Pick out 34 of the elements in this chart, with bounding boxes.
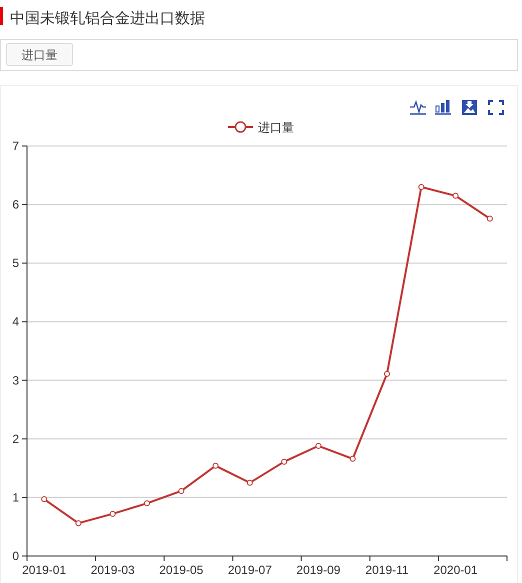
point [212,462,219,469]
y-tick-label: 4 [12,314,20,329]
tab-button: 进口量 [6,43,73,66]
x-tick-label: 2019-05 [159,563,204,577]
title: 中国未锻轧铝合金进出口数据 [10,10,205,27]
x-tick-label: 2019-01 [22,563,66,577]
y-tick-label: 6 [12,198,20,212]
point [486,216,493,222]
legend: 进口量 [228,120,294,134]
point [452,192,459,199]
x-tick-label: 2019-09 [296,563,341,577]
x-tick-label: 2019-11 [365,563,409,577]
point [110,510,116,517]
point [418,184,424,190]
y-tick-label: 7 [12,139,20,153]
x-tick-label: 2019-07 [228,563,272,577]
chart-subtitle: 进口量 [22,48,58,62]
point [350,456,356,462]
point [178,488,184,494]
point [384,370,390,377]
point [315,442,322,449]
y-tick-label: 3 [12,373,20,388]
point [246,480,253,486]
point [281,458,288,465]
y-tick-label: 5 [12,256,20,270]
point [75,520,82,526]
point [144,500,150,506]
legend-label: 进口量 [258,120,294,134]
point [41,496,48,502]
y-tick-label: 0 [12,549,20,563]
y-tick-label: 1 [12,490,20,504]
x-tick-label: 2019-03 [90,563,136,577]
y-tick-label: 2 [12,432,20,446]
x-tick-label: 2020-01 [434,563,478,577]
